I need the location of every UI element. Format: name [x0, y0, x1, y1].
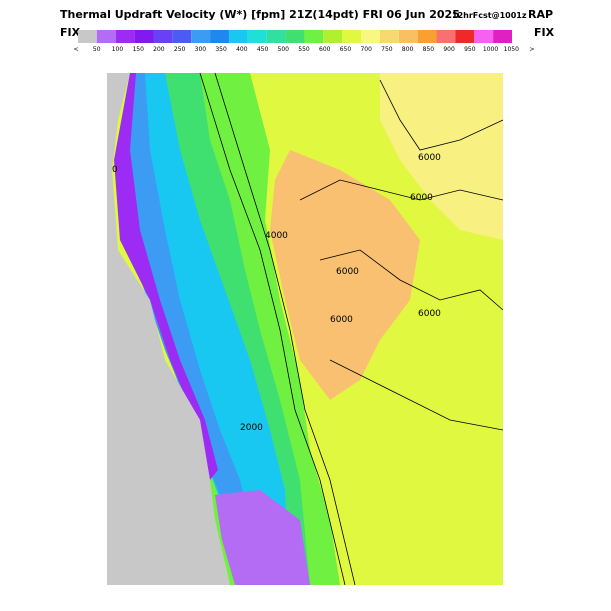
scale-swatch	[342, 30, 362, 43]
warm-zone	[270, 150, 420, 400]
fix-right: FIX	[534, 26, 555, 39]
scale-swatch	[379, 30, 399, 43]
scale-label: 700	[360, 46, 372, 53]
scale-swatch	[493, 30, 512, 43]
scale-label: 200	[153, 46, 165, 53]
scale-label: 300	[195, 46, 207, 53]
contour-label: 6000	[330, 315, 353, 325]
contour-line	[214, 72, 356, 586]
scale-label: 750	[381, 46, 393, 53]
scale-label: 550	[298, 46, 310, 53]
contour-line	[379, 79, 504, 151]
contour-label: 4000	[265, 231, 288, 241]
scale-label: >	[529, 46, 534, 53]
purple-zone	[215, 490, 310, 585]
scale-label: 650	[340, 46, 352, 53]
yellow-zone	[380, 73, 503, 240]
scale-swatch	[134, 30, 154, 43]
scale-swatch	[398, 30, 418, 43]
scale-label: 850	[423, 46, 435, 53]
scale-label: 1050	[504, 46, 519, 53]
scale-label: 500	[278, 46, 290, 53]
scale-swatch	[361, 30, 380, 43]
ocean	[107, 73, 230, 585]
model: RAP	[528, 8, 553, 21]
scale-swatch	[285, 30, 305, 43]
fix-left: FIX	[60, 26, 81, 39]
scale-label: 1000	[483, 46, 498, 53]
forecast: 12hrFcst@1001z	[452, 11, 527, 20]
purple-coast	[114, 73, 218, 480]
scale-swatch	[153, 30, 173, 43]
contour-line	[299, 179, 504, 201]
scale-swatch	[474, 30, 494, 43]
contour-label: 6000	[336, 267, 359, 277]
contour-label: 0	[112, 165, 118, 175]
scale-label: 800	[402, 46, 414, 53]
scale-swatch	[417, 30, 437, 43]
scale-swatch	[323, 30, 343, 43]
color-scale: <50 100 150 200 250 300 350 400 450 500 550 600 650 7…	[73, 30, 535, 53]
scale-swatch	[172, 30, 192, 43]
scale-swatch	[228, 30, 248, 43]
scale-swatch	[191, 30, 211, 43]
contour-label: 6000	[410, 193, 433, 203]
scale-label: 50	[93, 46, 101, 53]
scale-swatch	[247, 30, 267, 43]
scale-label: 600	[319, 46, 331, 53]
contour-line	[319, 249, 504, 311]
scale-label: <	[73, 46, 78, 53]
scale-swatch	[96, 30, 116, 43]
scale-swatch	[78, 30, 97, 43]
title: Thermal Updraft Velocity (W*) [fpm] 21Z(…	[60, 8, 460, 21]
map: 6000 6000 6000 6000 6000 4000 2000 0	[107, 72, 504, 586]
scale-swatch	[266, 30, 286, 43]
scale-label: 450	[257, 46, 269, 53]
scale-label: 250	[174, 46, 186, 53]
scale-swatch	[115, 30, 135, 43]
scale-label: 950	[464, 46, 476, 53]
scale-swatch	[304, 30, 324, 43]
contours	[199, 72, 504, 586]
scale-swatch	[210, 30, 229, 43]
blue-zone	[116, 73, 250, 520]
contour-label: 6000	[418, 309, 441, 319]
scale-swatch	[436, 30, 456, 43]
contour-label: 2000	[240, 423, 263, 433]
scale-label: 150	[132, 46, 144, 53]
cyan-zone	[118, 73, 290, 585]
scale-swatch	[455, 30, 475, 43]
scale-label: 400	[236, 46, 248, 53]
scale-label: 100	[112, 46, 124, 53]
contour-line	[329, 359, 504, 431]
contour-line	[199, 72, 346, 586]
contour-label: 6000	[418, 153, 441, 163]
scale-label: 350	[215, 46, 227, 53]
scale-label: 900	[443, 46, 455, 53]
